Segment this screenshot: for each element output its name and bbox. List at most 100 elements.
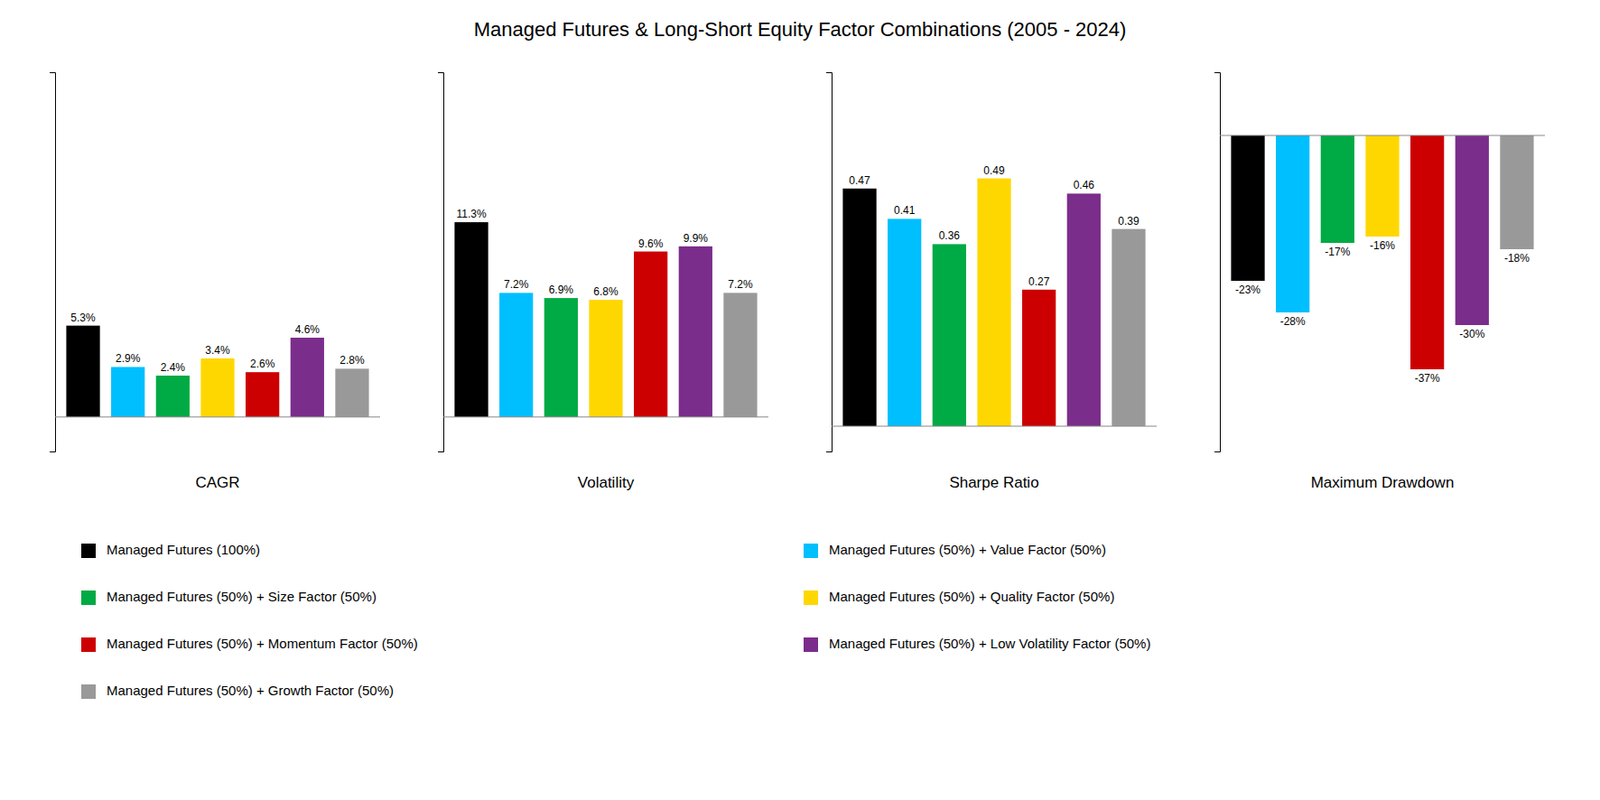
bar — [454, 222, 488, 418]
legend-label: Managed Futures (50%) + Low Volatility F… — [828, 635, 1151, 652]
group-label: Maximum Drawdown — [1311, 474, 1455, 492]
zero-line — [1219, 135, 1545, 137]
bar — [1022, 289, 1056, 427]
bar — [200, 358, 234, 418]
chart-title: Managed Futures & Long-Short Equity Fact… — [474, 18, 1127, 41]
legend-item: Managed Futures (50%) + Quality Factor (… — [803, 588, 1115, 605]
data-labels: 11.3%7.2%6.9%6.8%9.6%9.9%7.2% — [455, 207, 754, 298]
data-label: -30% — [1459, 327, 1485, 341]
legend-item: Managed Futures (50%) + Value Factor (50… — [803, 541, 1107, 559]
legend-label: Managed Futures (50%) + Quality Factor (… — [828, 588, 1115, 605]
legend-swatch — [81, 684, 96, 699]
chart-root: Managed Futures & Long-Short Equity Fact… — [0, 0, 1600, 800]
legend-item: Managed Futures (50%) + Size Factor (50%… — [81, 588, 377, 605]
data-label: 0.39 — [1117, 214, 1140, 228]
y-axis — [437, 73, 445, 453]
bar — [334, 368, 369, 417]
data-label: 9.9% — [683, 232, 709, 245]
legend-swatch — [81, 590, 96, 605]
legend-label: Managed Futures (50%) + Momentum Factor … — [106, 635, 419, 652]
bar — [932, 243, 967, 427]
legend-swatch — [803, 590, 819, 605]
legend-label: Managed Futures (100%) — [106, 541, 261, 558]
y-axis-line — [49, 73, 56, 453]
data-label: -28% — [1280, 315, 1306, 328]
legend-swatch — [81, 637, 96, 652]
zero-line — [55, 416, 381, 418]
bar — [679, 246, 713, 418]
bar — [723, 292, 757, 417]
data-labels: 5.3%2.9%2.4%3.4%2.6%4.6%2.8% — [70, 311, 365, 374]
panel: -23% -28% -17% -16% -37% -30% -18% Maximum Draw… — [1214, 73, 1545, 493]
data-label: 9.6% — [638, 237, 664, 251]
group-label: Sharpe Ratio — [948, 474, 1039, 492]
data-label: -16% — [1369, 239, 1396, 252]
data-label: 6.9% — [548, 283, 575, 297]
bar — [544, 297, 578, 418]
bar — [245, 372, 280, 418]
legend-label: Managed Futures (50%) + Size Factor (50%… — [106, 588, 377, 605]
y-axis-line — [826, 73, 833, 453]
legend-label: Managed Futures (50%) + Value Factor (50… — [828, 541, 1107, 558]
legend-swatch — [803, 543, 819, 559]
bars — [842, 178, 1145, 427]
panel: 11.3%7.2%6.9%6.8%9.6%9.9%7.2%Volatility — [437, 73, 769, 493]
data-label: 3.4% — [204, 344, 231, 357]
bar — [1365, 135, 1399, 237]
legend-label: Managed Futures (50%) + Growth Factor (5… — [106, 682, 394, 698]
bar — [65, 325, 100, 418]
data-label: 2.4% — [160, 361, 187, 374]
data-label: 5.3% — [70, 311, 96, 325]
bars — [454, 222, 757, 418]
bar — [156, 375, 190, 418]
panel: 0.470.410.360.490.270.460.39Sharpe Ratio — [826, 73, 1157, 493]
data-label: 2.8% — [339, 353, 365, 367]
y-axis-line — [437, 73, 445, 453]
data-label: -17% — [1324, 245, 1350, 259]
bar — [111, 366, 145, 417]
data-label: 0.49 — [983, 164, 1005, 177]
legend-item: Managed Futures (100%) — [81, 541, 261, 559]
bars — [65, 325, 369, 418]
data-label: 2.6% — [250, 357, 276, 371]
data-label: -18% — [1504, 251, 1530, 265]
bar — [1320, 135, 1355, 243]
data-label: 11.3% — [455, 207, 486, 221]
bar — [1275, 135, 1310, 313]
bar — [1230, 135, 1265, 281]
zero-line — [443, 416, 769, 418]
bar — [976, 178, 1011, 427]
data-labels: -23% -28% -17% -16% -37% -30% -18% — [1235, 239, 1530, 385]
bar — [1067, 193, 1101, 427]
bar — [588, 299, 623, 418]
bar — [633, 251, 668, 418]
data-label: 4.6% — [295, 323, 321, 336]
bar — [1111, 229, 1145, 427]
data-label: 0.27 — [1028, 275, 1051, 289]
y-axis — [49, 73, 56, 453]
bar — [1455, 135, 1489, 326]
y-axis-line — [1214, 73, 1221, 453]
y-axis — [826, 73, 833, 453]
data-label: -23% — [1235, 283, 1261, 297]
bar — [499, 292, 533, 417]
data-label: -37% — [1414, 372, 1441, 385]
bars — [1230, 135, 1534, 370]
data-label: 0.41 — [893, 204, 916, 217]
legend: Managed Futures (100%) Managed Futures (5… — [81, 541, 1151, 699]
legend-item: Managed Futures (50%) + Low Volatility F… — [803, 635, 1151, 652]
y-axis — [1214, 73, 1221, 453]
data-label: 7.2% — [503, 278, 530, 291]
bar — [290, 337, 325, 418]
bar — [1410, 135, 1444, 370]
data-labels: 0.470.410.360.490.270.460.39 — [848, 164, 1140, 289]
bar — [842, 188, 876, 427]
data-label: 0.47 — [848, 174, 871, 187]
legend-item: Managed Futures (50%) + Momentum Factor … — [81, 635, 419, 652]
bar — [1499, 135, 1534, 250]
legend-item: Managed Futures (50%) + Growth Factor (5… — [81, 682, 394, 699]
group-label: Volatility — [577, 474, 635, 492]
bar — [887, 218, 921, 427]
zero-line — [831, 426, 1157, 428]
data-label: 7.2% — [727, 278, 754, 291]
